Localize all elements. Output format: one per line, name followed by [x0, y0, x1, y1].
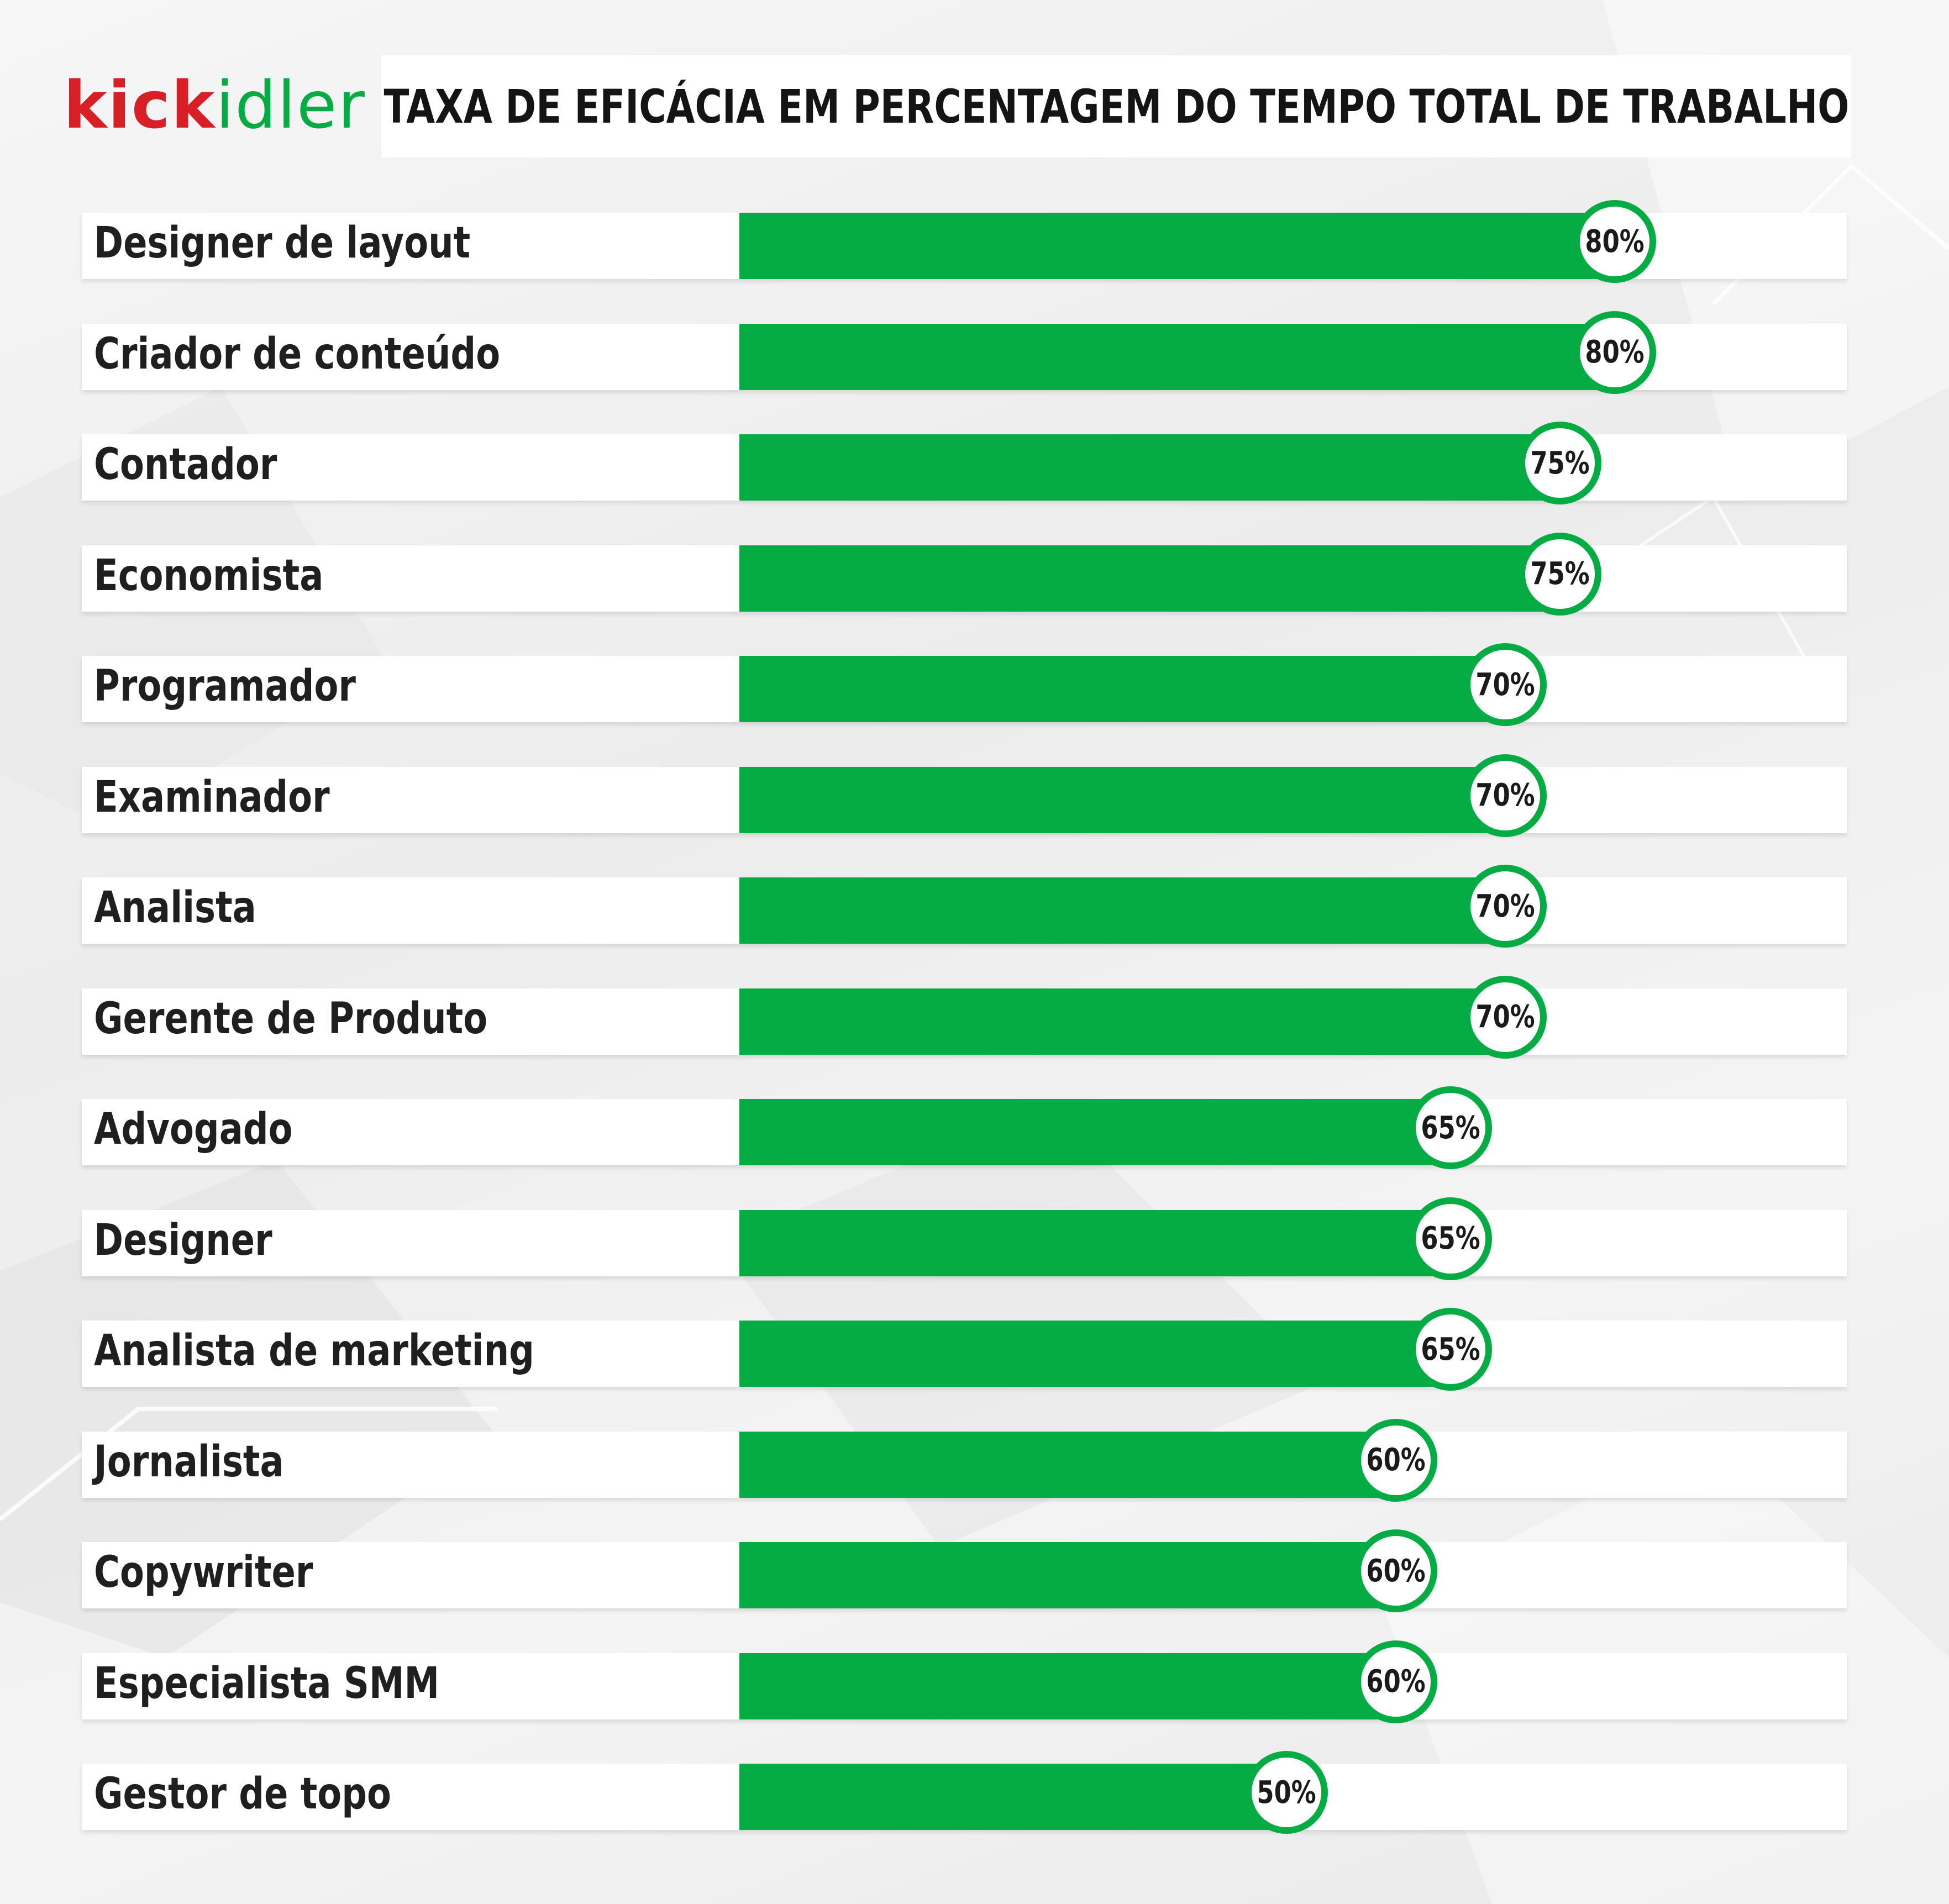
bar [739, 877, 1505, 944]
data-label: 70% [1475, 777, 1535, 813]
bar [739, 213, 1615, 279]
bar-row: Programador 70% [82, 643, 1847, 726]
bar-row: Advogado 65% [82, 1086, 1847, 1169]
category-label: Gestor de topo [94, 1769, 391, 1819]
bar-row: Analista de marketing 65% [82, 1308, 1847, 1391]
category-label: Examinador [94, 772, 330, 822]
value-bubble: 65% [1409, 1308, 1492, 1391]
bar [739, 434, 1560, 501]
bar [739, 656, 1505, 722]
data-label: 75% [1530, 556, 1590, 592]
value-bubble: 65% [1409, 1086, 1492, 1169]
bar [739, 545, 1560, 612]
category-label: Programador [94, 661, 356, 711]
value-bubble: 50% [1245, 1751, 1328, 1834]
category-label: Copywriter [94, 1548, 313, 1597]
bar [739, 1431, 1396, 1498]
bar-row: Gestor de topo 50% [82, 1751, 1847, 1834]
title-box: TAXA DE EFICÁCIA EM PERCENTAGEM DO TEMPO… [381, 55, 1851, 157]
chart-title: TAXA DE EFICÁCIA EM PERCENTAGEM DO TEMPO… [384, 79, 1849, 134]
category-label: Advogado [94, 1104, 293, 1154]
value-bubble: 70% [1464, 865, 1547, 948]
data-label: 65% [1421, 1109, 1480, 1146]
bar-row: Gerente de Produto 70% [82, 975, 1847, 1059]
bar [739, 1321, 1451, 1387]
logo-part-idler: idler [216, 67, 366, 143]
category-label: Analista de marketing [94, 1326, 534, 1376]
bar-row: Especialista SMM 60% [82, 1640, 1847, 1723]
value-bubble: 80% [1573, 311, 1656, 394]
bar [739, 1764, 1286, 1830]
bar [739, 988, 1505, 1055]
bar [739, 1209, 1451, 1276]
bar-row: Examinador 70% [82, 754, 1847, 837]
data-label: 60% [1366, 1664, 1426, 1700]
data-label: 50% [1257, 1774, 1316, 1811]
data-label: 60% [1366, 1442, 1426, 1478]
bar [739, 1542, 1396, 1608]
category-label: Analista [94, 883, 256, 933]
bar-row: Designer 65% [82, 1197, 1847, 1280]
data-label: 80% [1585, 334, 1645, 370]
value-bubble: 75% [1519, 422, 1601, 504]
data-label: 70% [1475, 999, 1535, 1035]
logo-part-kick: kick [64, 67, 216, 143]
data-label: 65% [1421, 1331, 1480, 1367]
category-label: Gerente de Produto [94, 993, 488, 1044]
category-label: Designer de layout [94, 218, 471, 268]
value-bubble: 60% [1354, 1418, 1437, 1502]
bar-row: Contador 75% [82, 422, 1847, 504]
value-bubble: 70% [1464, 643, 1547, 726]
bar-row: Analista 70% [82, 865, 1847, 948]
value-bubble: 60% [1354, 1529, 1437, 1612]
data-label: 80% [1585, 223, 1645, 260]
bar [739, 323, 1615, 390]
bar [739, 766, 1505, 833]
category-label: Contador [94, 440, 277, 490]
category-label: Criador de conteúdo [94, 329, 501, 379]
value-bubble: 70% [1464, 754, 1547, 837]
category-label: Especialista SMM [94, 1658, 440, 1708]
bar [739, 1099, 1451, 1165]
value-bubble: 70% [1464, 975, 1547, 1059]
data-label: 70% [1475, 666, 1535, 703]
bar-row: Economista 75% [82, 532, 1847, 616]
data-label: 60% [1366, 1553, 1426, 1589]
value-bubble: 65% [1409, 1197, 1492, 1280]
category-label: Designer [94, 1215, 272, 1265]
value-bubble: 80% [1573, 200, 1656, 283]
value-bubble: 60% [1354, 1640, 1437, 1723]
data-label: 75% [1530, 445, 1590, 481]
kickidler-logo: kickidler [64, 61, 366, 149]
category-label: Jornalista [94, 1437, 284, 1487]
bar [739, 1653, 1396, 1719]
data-label: 65% [1421, 1221, 1480, 1256]
bar-row: Designer de layout 80% [82, 200, 1847, 283]
bar-row: Criador de conteúdo 80% [82, 311, 1847, 394]
data-label: 70% [1475, 888, 1535, 924]
value-bubble: 75% [1519, 532, 1601, 616]
category-label: Economista [94, 550, 324, 601]
bar-row: Copywriter 60% [82, 1529, 1847, 1612]
bar-row: Jornalista 60% [82, 1418, 1847, 1502]
